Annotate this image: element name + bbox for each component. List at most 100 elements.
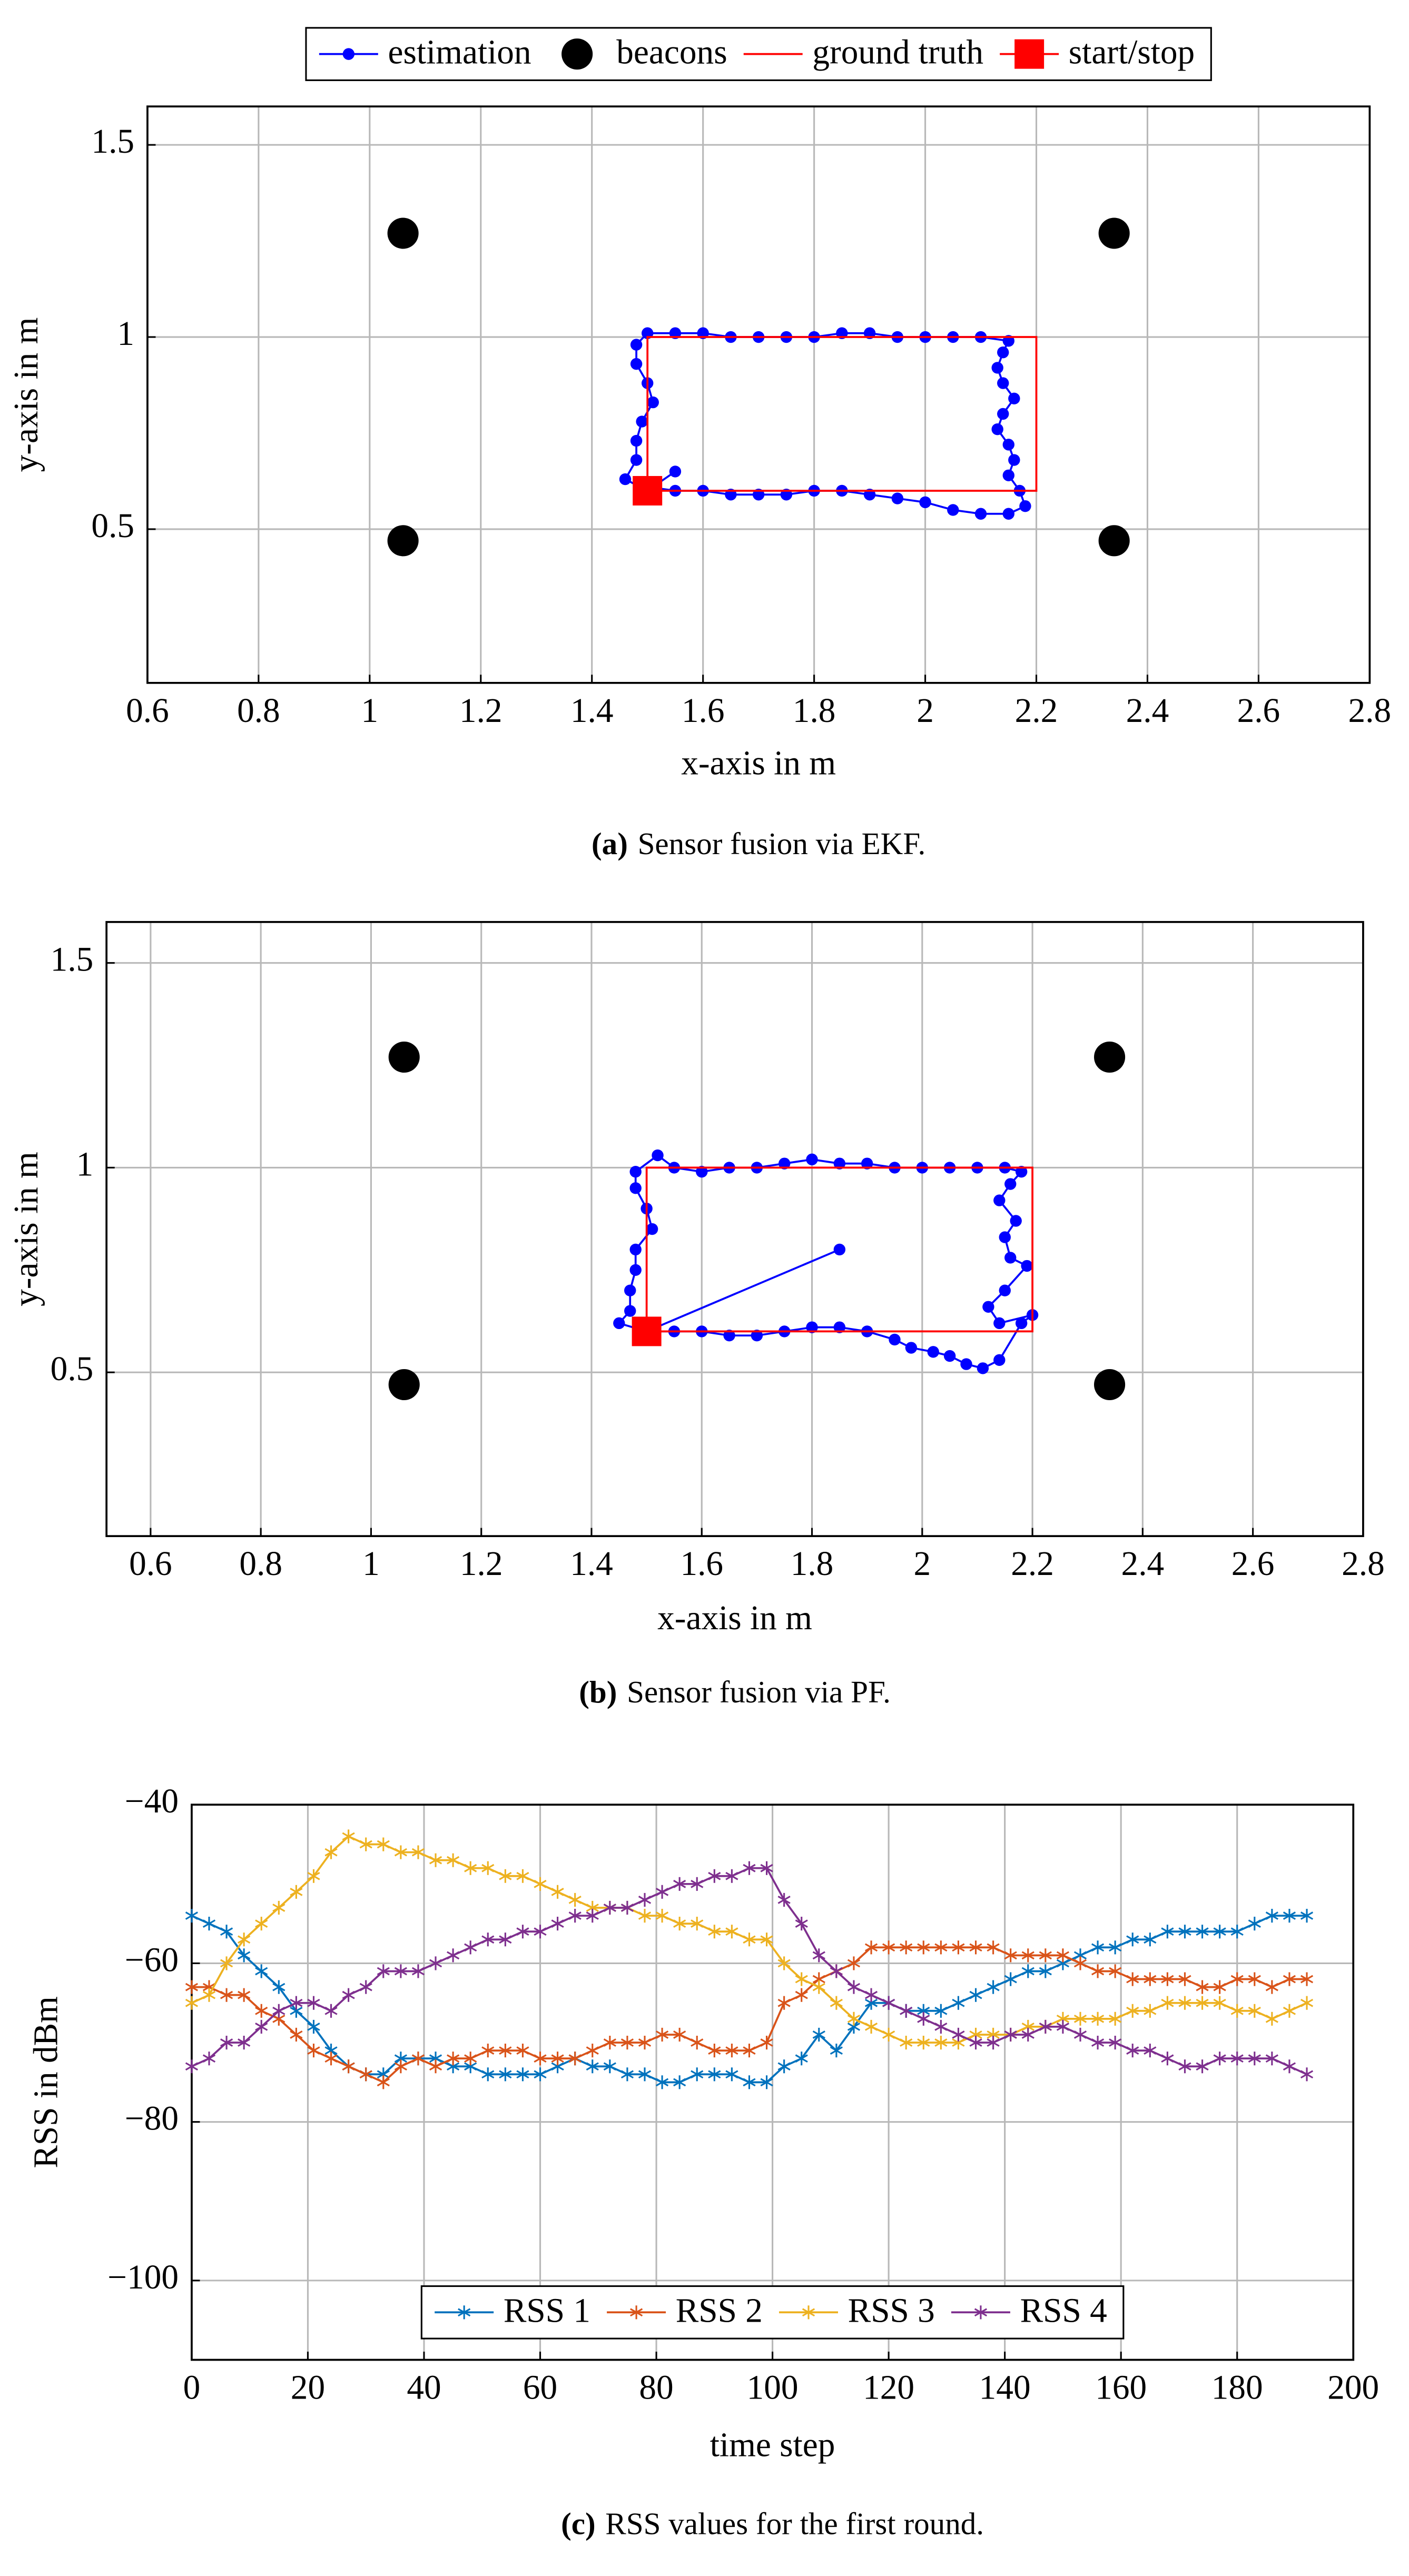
star-marker — [725, 1925, 738, 1939]
beacon — [1098, 525, 1130, 557]
legend-marker — [974, 2305, 988, 2320]
star-marker — [620, 2035, 634, 2050]
point — [974, 508, 987, 520]
beacon — [1094, 1041, 1126, 1073]
star-marker — [1300, 1996, 1314, 2010]
star-marker — [238, 1933, 251, 1947]
legend-label: RSS 1 — [504, 2292, 590, 2330]
y-tick-label: 1.5 — [91, 123, 134, 161]
star-marker — [377, 1837, 390, 1851]
star-marker — [202, 1988, 216, 2002]
star-marker — [272, 1980, 285, 1994]
star-marker — [760, 2075, 773, 2089]
star-marker — [969, 1940, 982, 1955]
x-tick-label: 2.8 — [1342, 1545, 1385, 1583]
star-marker — [516, 1869, 529, 1883]
star-marker — [673, 2027, 686, 2042]
x-tick-label: 2.6 — [1237, 692, 1280, 730]
point — [1015, 1165, 1028, 1178]
star-marker — [359, 1980, 372, 1994]
star-marker — [1283, 2059, 1296, 2074]
star-marker — [1109, 2035, 1122, 2050]
star-marker — [795, 2052, 808, 2066]
x-tick-label: 0.6 — [126, 692, 169, 730]
star-marker — [882, 1996, 895, 2010]
point — [1015, 1317, 1028, 1330]
star-marker — [812, 2027, 825, 2042]
star-marker — [1248, 1972, 1261, 1986]
star-marker — [1004, 2027, 1017, 2042]
star-marker — [1230, 1972, 1244, 1986]
point — [999, 1231, 1011, 1243]
x-tick-label: 1.6 — [682, 692, 725, 730]
star-marker — [864, 2019, 878, 2034]
star-marker — [1196, 1980, 1209, 1994]
star-marker — [655, 1885, 669, 1899]
star-marker — [934, 2004, 948, 2018]
star-marker — [1265, 1980, 1278, 1994]
point — [927, 1346, 939, 1358]
star-marker — [795, 1988, 808, 2002]
y-tick-label: −40 — [125, 1782, 179, 1820]
beacon — [1094, 1369, 1126, 1401]
star-marker — [655, 2027, 669, 2042]
star-marker — [603, 2035, 616, 2050]
caption-label: (c) — [561, 2506, 596, 2541]
star-marker — [743, 2044, 756, 2058]
x-tick-label: 1 — [362, 1545, 380, 1583]
star-marker — [830, 1964, 843, 1978]
star-marker — [1213, 2052, 1226, 2066]
star-marker — [620, 1900, 634, 1915]
star-marker — [708, 1869, 721, 1883]
star-marker — [255, 2004, 268, 2018]
star-marker — [359, 1837, 372, 1851]
star-marker — [864, 1988, 878, 2002]
star-marker — [202, 1917, 216, 1931]
series-line — [624, 332, 1027, 515]
star-marker — [464, 2052, 477, 2066]
star-marker — [394, 1964, 407, 1978]
star-marker — [1161, 1925, 1174, 1939]
x-tick-label: 80 — [639, 2369, 673, 2407]
point — [629, 1182, 642, 1194]
star-marker — [1039, 1964, 1052, 1978]
star-marker — [1161, 2052, 1174, 2066]
star-marker — [673, 2075, 686, 2089]
star-marker — [934, 1940, 948, 1955]
star-marker — [969, 2035, 982, 2050]
point — [1021, 1260, 1033, 1272]
star-marker — [238, 1988, 251, 2002]
star-marker — [1230, 1925, 1244, 1939]
x-axis-label: x-axis in m — [681, 744, 836, 782]
star-marker — [185, 1980, 199, 1994]
star-marker — [1091, 2035, 1105, 2050]
star-marker — [847, 1956, 861, 1970]
star-marker — [568, 1893, 582, 1907]
star-marker — [220, 1956, 233, 1970]
star-marker — [185, 2059, 199, 2074]
legend: RSS 1 RSS 2 RSS 3 RSS 4 — [420, 2285, 1125, 2340]
star-marker — [638, 1893, 652, 1907]
star-marker — [1213, 1925, 1226, 1939]
star-marker — [1073, 1956, 1087, 1970]
star-marker — [1073, 2027, 1087, 2042]
star-marker — [1178, 1996, 1191, 2010]
star-marker — [934, 2035, 948, 2050]
star-marker — [377, 1964, 390, 1978]
star-marker — [812, 1980, 825, 1994]
legend-marker — [630, 2305, 643, 2320]
star-marker — [830, 2044, 843, 2058]
point — [613, 1317, 625, 1330]
star-marker — [307, 1996, 320, 2010]
point — [889, 1333, 901, 1346]
point — [647, 396, 659, 409]
point — [997, 377, 1009, 389]
star-marker — [917, 2035, 930, 2050]
star-marker — [359, 2067, 372, 2082]
x-tick-label: 200 — [1327, 2369, 1379, 2407]
point — [982, 1301, 994, 1313]
legend-label: RSS 3 — [848, 2292, 935, 2330]
star-marker — [603, 2059, 616, 2074]
legend-label: ground truth — [812, 34, 983, 72]
y-axis-label: RSS in dBm — [27, 1996, 65, 2168]
